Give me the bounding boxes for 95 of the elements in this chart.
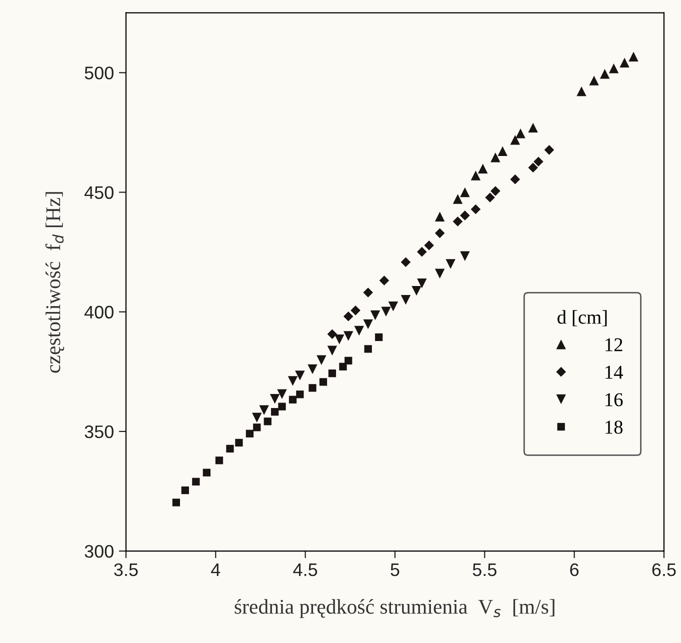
point bbox=[296, 390, 304, 398]
point bbox=[434, 228, 445, 238]
point bbox=[344, 356, 352, 364]
point bbox=[381, 306, 391, 316]
legend-label: 12 bbox=[606, 338, 622, 352]
x-tick-label: 5.5 bbox=[472, 564, 496, 576]
point bbox=[370, 310, 380, 320]
point bbox=[327, 329, 338, 340]
point bbox=[264, 418, 272, 426]
x-tick-label: 6 bbox=[570, 563, 579, 576]
point bbox=[308, 384, 316, 392]
legend-title: d [cm] bbox=[558, 310, 607, 326]
point bbox=[270, 394, 280, 404]
point bbox=[295, 370, 305, 380]
x-tick-label: 4.5 bbox=[293, 564, 318, 576]
point bbox=[271, 408, 279, 416]
point bbox=[226, 444, 234, 452]
point bbox=[490, 152, 500, 162]
point bbox=[235, 438, 243, 447]
point bbox=[460, 251, 470, 261]
point bbox=[350, 306, 360, 316]
point bbox=[253, 424, 261, 432]
point bbox=[400, 295, 411, 305]
point bbox=[470, 204, 481, 214]
point bbox=[363, 288, 373, 298]
point bbox=[181, 486, 189, 494]
x-tick-label: 4 bbox=[211, 564, 220, 576]
point bbox=[576, 86, 586, 96]
point bbox=[334, 334, 344, 344]
point bbox=[400, 257, 411, 268]
point bbox=[608, 63, 619, 74]
point bbox=[343, 331, 354, 341]
point bbox=[452, 216, 463, 226]
x-axis-title: średnia prędkość strumienia V$_{s}$ [m/s] bbox=[234, 599, 554, 618]
point bbox=[192, 478, 200, 486]
point bbox=[460, 187, 470, 198]
point bbox=[528, 162, 538, 173]
point bbox=[434, 268, 445, 278]
point bbox=[416, 246, 427, 257]
point bbox=[424, 240, 434, 250]
point bbox=[379, 276, 390, 286]
point bbox=[434, 212, 445, 222]
point bbox=[215, 456, 224, 464]
y-axis-title: częstotliwość f$_{d}$ [Hz] bbox=[45, 192, 64, 373]
point bbox=[600, 68, 610, 79]
legend-label: 16 bbox=[606, 393, 623, 406]
point bbox=[259, 405, 269, 416]
point bbox=[252, 412, 262, 422]
point bbox=[417, 278, 427, 288]
point bbox=[363, 319, 373, 330]
point bbox=[246, 430, 254, 438]
point bbox=[172, 498, 180, 506]
point bbox=[375, 333, 383, 342]
point bbox=[202, 468, 211, 476]
point bbox=[498, 146, 508, 156]
point bbox=[328, 370, 336, 378]
point bbox=[446, 259, 456, 269]
point bbox=[460, 210, 470, 220]
point bbox=[278, 402, 286, 410]
point bbox=[485, 192, 495, 202]
point bbox=[470, 170, 481, 180]
point bbox=[528, 122, 538, 133]
point bbox=[478, 164, 488, 174]
point bbox=[327, 346, 338, 356]
point bbox=[364, 345, 372, 353]
legend-label: 18 bbox=[606, 420, 623, 434]
point bbox=[412, 286, 422, 296]
point bbox=[589, 76, 599, 86]
y-tick-label: 300 bbox=[84, 544, 114, 558]
x-tick-label: 3.5 bbox=[114, 563, 138, 576]
point bbox=[510, 174, 520, 184]
point bbox=[343, 311, 354, 322]
x-tick-label: 6.5 bbox=[652, 563, 676, 576]
point bbox=[620, 58, 630, 68]
point bbox=[288, 376, 298, 386]
point bbox=[316, 355, 326, 366]
y-tick-label: 400 bbox=[84, 306, 114, 319]
y-tick-label: 450 bbox=[84, 186, 114, 199]
y-tick-label: 350 bbox=[84, 425, 114, 438]
point bbox=[388, 301, 398, 312]
y-tick-label: 500 bbox=[84, 66, 114, 80]
point bbox=[490, 186, 500, 196]
point bbox=[319, 378, 328, 386]
point bbox=[288, 396, 297, 404]
point bbox=[339, 362, 347, 370]
point bbox=[452, 194, 463, 204]
point bbox=[277, 389, 287, 399]
x-tick-label: 5 bbox=[390, 564, 400, 576]
point bbox=[354, 326, 364, 336]
point bbox=[534, 156, 544, 167]
point bbox=[516, 128, 526, 138]
point bbox=[628, 52, 638, 62]
legend-label: 14 bbox=[606, 366, 623, 379]
point bbox=[544, 145, 554, 155]
point bbox=[308, 364, 318, 374]
